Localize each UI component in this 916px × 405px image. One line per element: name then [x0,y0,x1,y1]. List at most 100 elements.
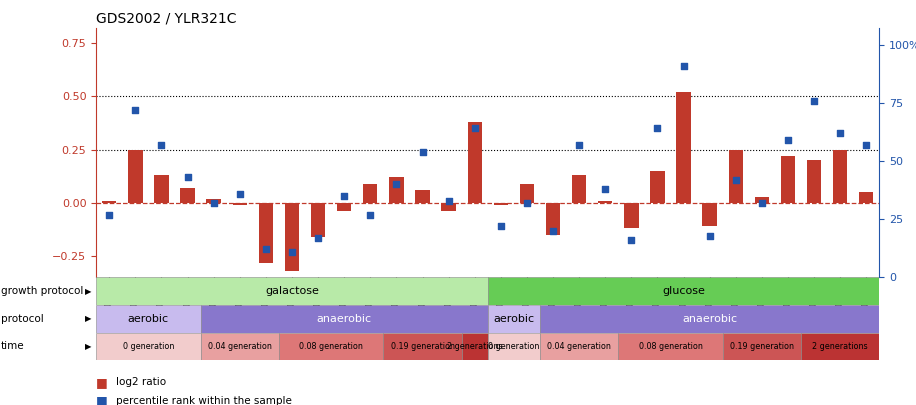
Text: 0 generation: 0 generation [488,342,540,351]
Point [728,177,743,183]
Text: 0.19 generation: 0.19 generation [390,342,454,351]
Point [755,200,769,206]
Point [389,181,404,188]
Bar [96,277,487,305]
Bar [462,333,487,360]
Bar [311,203,325,237]
Bar [154,175,169,203]
Text: 0.04 generation: 0.04 generation [547,342,611,351]
Text: 0 generation: 0 generation [123,342,174,351]
Bar [442,203,456,211]
Bar [598,201,613,203]
Bar [487,333,540,360]
Point [467,125,482,132]
Bar [755,196,769,203]
Point [572,141,586,148]
Text: galactose: galactose [265,286,319,296]
Text: 2 generations: 2 generations [812,342,868,351]
Text: ▶: ▶ [85,314,92,323]
Point [494,223,508,230]
Point [833,130,847,136]
Bar [285,203,300,271]
Text: 0.04 generation: 0.04 generation [208,342,272,351]
Point [598,186,613,192]
Bar [180,188,195,203]
Bar [519,184,534,203]
Point [233,190,247,197]
Bar [337,203,352,211]
Bar [494,203,508,205]
Bar [859,192,874,203]
Bar [487,305,540,333]
Text: percentile rank within the sample: percentile rank within the sample [116,396,292,405]
Bar [389,177,404,203]
Bar [624,203,638,228]
Point [442,197,456,204]
Bar [96,333,201,360]
Bar [780,156,795,203]
Text: ▶: ▶ [85,342,92,351]
Bar [206,199,221,203]
Text: protocol: protocol [1,314,44,324]
Bar [487,277,879,305]
Point [624,237,638,243]
Point [546,228,561,234]
Text: aerobic: aerobic [128,314,169,324]
Point [258,246,273,253]
Bar [618,333,723,360]
Bar [201,305,487,333]
Bar [363,184,377,203]
Bar [201,333,278,360]
Text: log2 ratio: log2 ratio [116,377,167,387]
Point [415,149,430,155]
Point [363,211,377,218]
Point [676,62,691,69]
Point [337,193,352,199]
Text: anaerobic: anaerobic [682,314,737,324]
Text: 0.08 generation: 0.08 generation [638,342,703,351]
Bar [728,150,743,203]
Text: ▶: ▶ [85,287,92,296]
Point [311,234,325,241]
Bar [546,203,561,235]
Text: aerobic: aerobic [494,314,534,324]
Bar [415,190,430,203]
Point [154,141,169,148]
Bar [676,92,691,203]
Text: growth protocol: growth protocol [1,286,83,296]
Text: ■: ■ [96,394,108,405]
Bar [233,203,247,205]
Text: time: time [1,341,25,351]
Bar [128,150,143,203]
Point [206,200,221,206]
Point [102,211,116,218]
Text: glucose: glucose [662,286,705,296]
Point [180,174,195,181]
Point [703,232,717,239]
Bar [801,333,879,360]
Bar [833,150,847,203]
Bar [540,333,618,360]
Point [650,125,665,132]
Bar [723,333,801,360]
Text: ■: ■ [96,376,108,389]
Point [519,200,534,206]
Text: 0.08 generation: 0.08 generation [300,342,363,351]
Bar [540,305,879,333]
Point [285,249,300,255]
Point [780,137,795,143]
Bar [258,203,273,262]
Bar [703,203,717,226]
Text: GDS2002 / YLR321C: GDS2002 / YLR321C [96,12,236,26]
Bar [650,171,665,203]
Bar [102,201,116,203]
Point [859,141,874,148]
Bar [96,305,201,333]
Bar [807,160,822,203]
Text: anaerobic: anaerobic [317,314,372,324]
Bar [467,122,482,203]
Bar [278,333,383,360]
Point [128,107,143,113]
Text: 0.19 generation: 0.19 generation [730,342,794,351]
Bar [383,333,462,360]
